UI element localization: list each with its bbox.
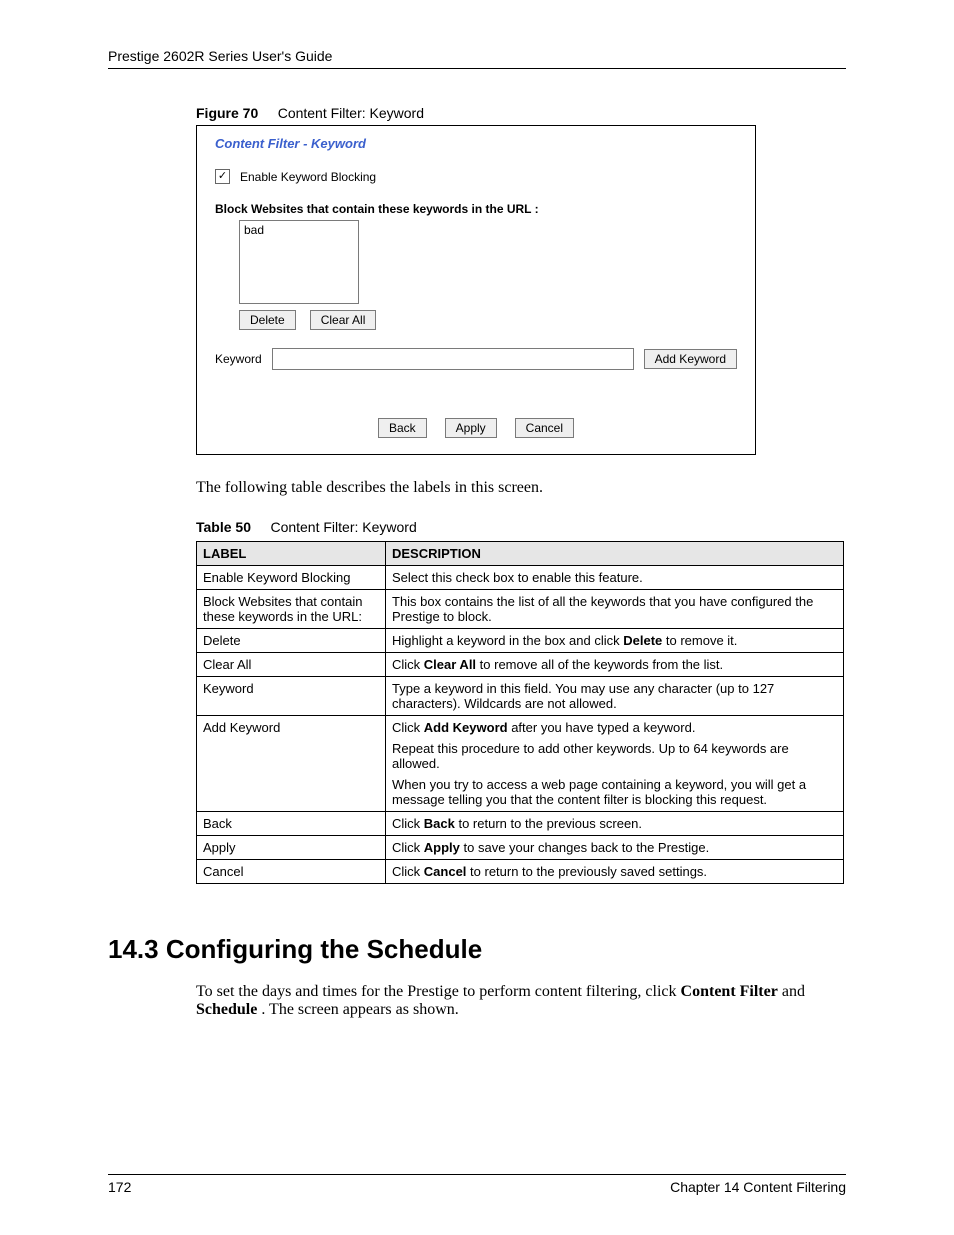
table-row: Apply Click Apply to save your changes ba… — [197, 836, 844, 860]
page-footer: 172 Chapter 14 Content Filtering — [108, 1174, 846, 1195]
table-cell-description: Click Add Keyword after you have typed a… — [386, 716, 844, 812]
clear-all-button[interactable]: Clear All — [310, 310, 377, 330]
table-title: Content Filter: Keyword — [270, 519, 416, 535]
keywords-listbox[interactable]: bad — [239, 220, 359, 304]
table-cell-label: Block Websites that contain these keywor… — [197, 590, 386, 629]
section-body-part: . The screen appears as shown. — [261, 1001, 458, 1018]
keyword-field-label: Keyword — [215, 352, 262, 366]
table-row: KeywordType a keyword in this field. You… — [197, 677, 844, 716]
page-number: 172 — [108, 1179, 131, 1195]
document-header: Prestige 2602R Series User's Guide — [108, 48, 846, 69]
section-body-part: and — [782, 983, 805, 1000]
table-cell-description: Click Back to return to the previous scr… — [386, 812, 844, 836]
figure-title: Content Filter: Keyword — [278, 105, 424, 121]
table-cell-description: Click Clear All to remove all of the key… — [386, 653, 844, 677]
intro-text: The following table describes the labels… — [196, 479, 846, 497]
back-button[interactable]: Back — [378, 418, 427, 438]
table-label: Table 50 — [196, 519, 251, 535]
enable-keyword-label: Enable Keyword Blocking — [240, 170, 376, 184]
table-cell-paragraph: Repeat this procedure to add other keywo… — [392, 741, 837, 771]
table-cell-label: Cancel — [197, 860, 386, 884]
table-cell-label: Add Keyword — [197, 716, 386, 812]
table-header-label: LABEL — [197, 542, 386, 566]
table-header-desc: DESCRIPTION — [386, 542, 844, 566]
table-cell-label: Enable Keyword Blocking — [197, 566, 386, 590]
table-row: Cancel Click Cancel to return to the prev… — [197, 860, 844, 884]
table-cell-paragraph: Click Cancel to return to the previously… — [392, 864, 837, 879]
section-heading: 14.3 Configuring the Schedule — [108, 934, 846, 965]
table-cell-description: Type a keyword in this field. You may us… — [386, 677, 844, 716]
table-row: Block Websites that contain these keywor… — [197, 590, 844, 629]
table-cell-description: Click Cancel to return to the previously… — [386, 860, 844, 884]
table-cell-paragraph: Select this check box to enable this fea… — [392, 570, 837, 585]
table-cell-paragraph: Type a keyword in this field. You may us… — [392, 681, 837, 711]
figure-caption: Figure 70 Content Filter: Keyword — [196, 105, 846, 121]
table-cell-label: Delete — [197, 629, 386, 653]
enable-keyword-checkbox[interactable]: ✓ — [215, 169, 230, 184]
table-row: Enable Keyword Blocking Select this check… — [197, 566, 844, 590]
table-cell-paragraph: Highlight a keyword in the box and click… — [392, 633, 837, 648]
block-heading: Block Websites that contain these keywor… — [215, 202, 737, 216]
table-row: Back Click Back to return to the previous… — [197, 812, 844, 836]
add-keyword-button[interactable]: Add Keyword — [644, 349, 737, 369]
table-row: Clear All Click Clear All to remove all o… — [197, 653, 844, 677]
table-cell-paragraph: When you try to access a web page contai… — [392, 777, 837, 807]
table-cell-label: Keyword — [197, 677, 386, 716]
table-cell-paragraph: Click Clear All to remove all of the key… — [392, 657, 837, 672]
table-cell-paragraph: Click Back to return to the previous scr… — [392, 816, 837, 831]
table-caption: Table 50 Content Filter: Keyword — [196, 519, 846, 535]
section-body-bold: Schedule — [196, 1001, 257, 1018]
chapter-label: Chapter 14 Content Filtering — [670, 1179, 846, 1195]
delete-button[interactable]: Delete — [239, 310, 296, 330]
table-cell-description: Click Apply to save your changes back to… — [386, 836, 844, 860]
table-cell-paragraph: This box contains the list of all the ke… — [392, 594, 837, 624]
table-cell-label: Clear All — [197, 653, 386, 677]
cancel-button[interactable]: Cancel — [515, 418, 574, 438]
section-body: To set the days and times for the Presti… — [196, 983, 836, 1019]
keyword-input[interactable] — [272, 348, 634, 370]
section-body-bold: Content Filter — [681, 983, 778, 1000]
screenshot-panel: Content Filter - Keyword ✓ Enable Keywor… — [196, 125, 756, 455]
apply-button[interactable]: Apply — [445, 418, 497, 438]
table-cell-paragraph: Click Apply to save your changes back to… — [392, 840, 837, 855]
keyword-item[interactable]: bad — [244, 223, 354, 237]
table-row: Delete Highlight a keyword in the box and… — [197, 629, 844, 653]
section-body-part: To set the days and times for the Presti… — [196, 983, 681, 1000]
table-cell-label: Back — [197, 812, 386, 836]
table-cell-label: Apply — [197, 836, 386, 860]
table-cell-description: Highlight a keyword in the box and click… — [386, 629, 844, 653]
figure-label: Figure 70 — [196, 105, 258, 121]
screenshot-title: Content Filter - Keyword — [215, 136, 737, 151]
table-cell-description: Select this check box to enable this fea… — [386, 566, 844, 590]
table-cell-paragraph: Click Add Keyword after you have typed a… — [392, 720, 837, 735]
table-row: Add Keyword Click Add Keyword after you h… — [197, 716, 844, 812]
table-cell-description: This box contains the list of all the ke… — [386, 590, 844, 629]
description-table: LABEL DESCRIPTION Enable Keyword Blockin… — [196, 541, 844, 884]
